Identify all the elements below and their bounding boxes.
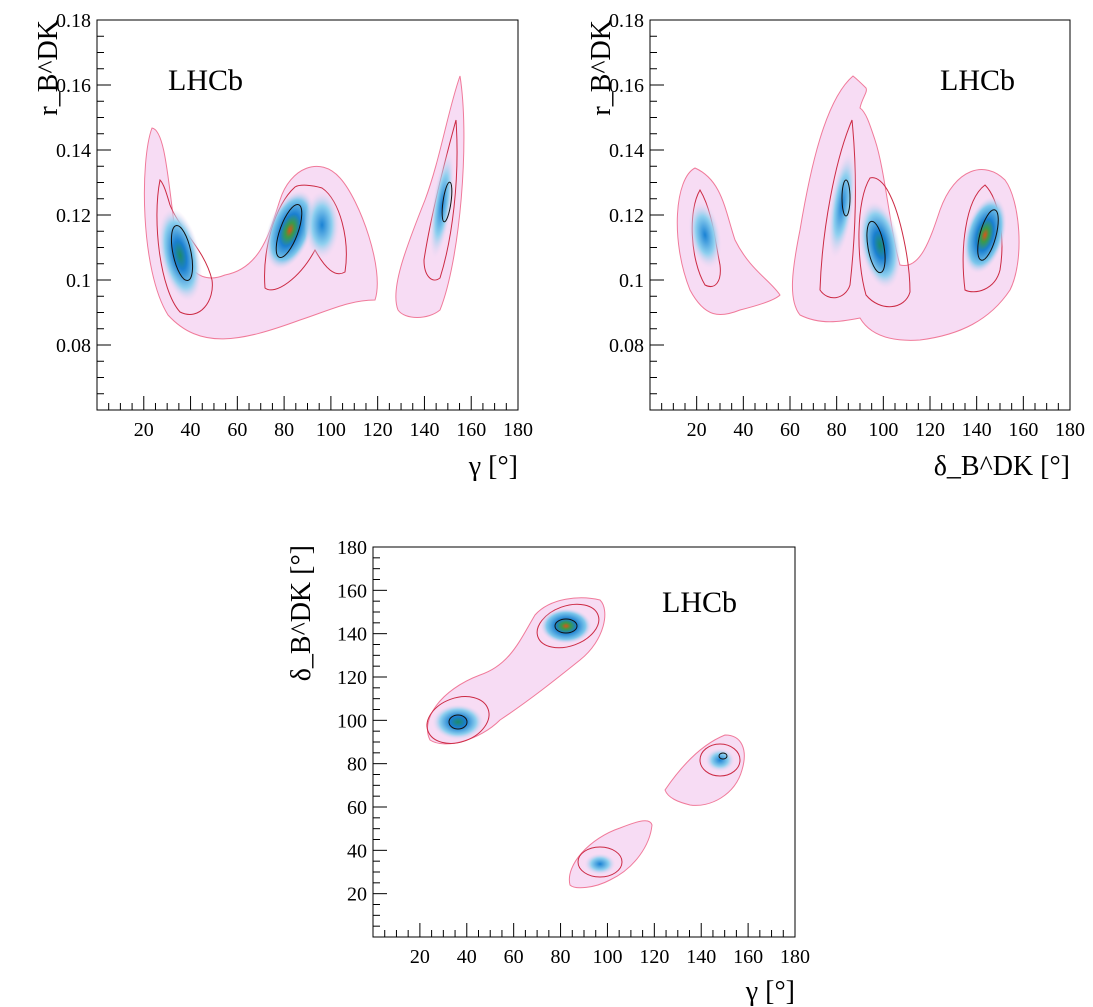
x-tick-label: 120: [363, 419, 393, 441]
y-axis-title: r_B^DK: [33, 20, 64, 116]
panel-deltab-vs-gamma: 20 40 60 80 100 120 140 160 180 20 40 60 80 100 120 140…: [286, 537, 810, 1007]
y-tick-label: 0.18: [609, 10, 644, 32]
y-tick-label: 0.1: [66, 270, 91, 292]
region-1sigma: [441, 181, 453, 223]
x-tick-label: 180: [780, 946, 810, 968]
y-tick-label: 0.12: [56, 205, 91, 227]
x-axis-title: γ [°]: [468, 451, 518, 482]
y-tick-label: 0.16: [609, 75, 644, 97]
region-2sigma-center-left: [819, 119, 856, 299]
x-axis-title: δ_B^DK [°]: [934, 451, 1070, 482]
density-peak: [688, 200, 722, 270]
x-tick-label: 80: [274, 419, 294, 441]
x-tick-label: 60: [780, 419, 800, 441]
y-tick-label: 0.1: [619, 270, 644, 292]
x-axis-title: γ [°]: [745, 976, 795, 1007]
x-tick-label: 160: [733, 946, 763, 968]
region-2sigma: [426, 696, 490, 744]
density-peak: [540, 608, 592, 644]
density-peak: [963, 196, 1007, 274]
region-2sigma: [536, 603, 600, 649]
x-tick-label: 100: [592, 946, 622, 968]
y-tick-label: 0.14: [56, 140, 91, 162]
region-1sigma: [170, 225, 194, 281]
x-tick-label: 120: [639, 946, 669, 968]
region-1sigma: [841, 179, 851, 217]
x-tick-label: 140: [686, 946, 716, 968]
region-1sigma: [977, 209, 999, 261]
x-tick-label: 160: [456, 419, 486, 441]
region-outer-contour-center: [792, 75, 1020, 341]
region-1sigma: [866, 220, 886, 274]
y-tick-label: 0.12: [609, 205, 644, 227]
axes: 20 40 60 80 100 120 140 160 180 0.08 0.1 0.12 0.14 0.…: [56, 10, 533, 441]
x-tick-label: 80: [827, 419, 847, 441]
region-2sigma: [699, 743, 741, 777]
y-tick-label: 0.14: [609, 140, 644, 162]
region-2sigma-middle: [264, 184, 347, 291]
x-tick-label: 100: [316, 419, 346, 441]
x-tick-label: 60: [504, 946, 524, 968]
experiment-label: LHCb: [168, 64, 243, 97]
y-tick-label: 0.18: [56, 10, 91, 32]
heatmap-area: [426, 597, 745, 889]
y-tick-label: 60: [347, 797, 367, 819]
density-peak: [705, 748, 735, 772]
x-tick-label: 40: [733, 419, 753, 441]
region-1sigma: [554, 618, 578, 634]
x-tick-label: 140: [409, 419, 439, 441]
y-tick-label: 0.08: [609, 335, 644, 357]
x-tick-label: 20: [410, 946, 430, 968]
density-peak: [158, 207, 202, 303]
density-peak: [264, 189, 316, 271]
region-2sigma-center-right: [858, 177, 911, 308]
y-tick-label: 120: [337, 667, 367, 689]
x-tick-label: 100: [868, 419, 898, 441]
region-1sigma: [718, 752, 728, 760]
x-tick-label: 140: [962, 419, 992, 441]
panel-rb-vs-deltab: 20 40 60 80 100 120 140 160 180 0.08 0.1 0.12 0.14 0.…: [586, 10, 1085, 482]
region-2sigma: [577, 846, 623, 878]
x-tick-label: 40: [457, 946, 477, 968]
y-axis-title: δ_B^DK [°]: [286, 545, 317, 681]
region-1sigma: [275, 204, 303, 258]
y-tick-label: 20: [347, 884, 367, 906]
x-tick-label: 20: [134, 419, 154, 441]
experiment-label: LHCb: [662, 586, 737, 619]
density-peak: [429, 150, 455, 260]
y-tick-label: 100: [337, 710, 367, 732]
density-peak: [432, 704, 484, 740]
x-tick-label: 120: [915, 419, 945, 441]
x-tick-label: 180: [1055, 419, 1085, 441]
region-outer-contour-right: [395, 75, 465, 318]
x-tick-label: 20: [687, 419, 707, 441]
region-2sigma-left: [156, 178, 213, 315]
panel-rb-vs-gamma: 20 40 60 80 100 120 140 160 180 0.08 0.1 0.12 0.14 0.…: [33, 10, 533, 482]
axes: 20 40 60 80 100 120 140 160 180 0.08 0.1 0.12 0.14 0.…: [609, 10, 1085, 441]
x-tick-label: 160: [1008, 419, 1038, 441]
y-tick-label: 0.16: [56, 75, 91, 97]
experiment-label: LHCb: [940, 64, 1015, 97]
heatmap-area: [143, 75, 465, 340]
y-axis-title: r_B^DK: [586, 20, 617, 116]
density-peak: [304, 190, 340, 260]
axes: 20 40 60 80 100 120 140 160 180 20 40 60 80 100 120 140…: [337, 537, 810, 968]
y-tick-label: 40: [347, 840, 367, 862]
x-tick-label: 180: [503, 419, 533, 441]
y-tick-label: 0.08: [56, 335, 91, 357]
x-tick-label: 40: [181, 419, 201, 441]
density-peak: [584, 853, 616, 875]
y-tick-label: 180: [337, 537, 367, 559]
region-1sigma: [448, 714, 468, 730]
y-tick-label: 160: [337, 580, 367, 602]
x-tick-label: 60: [227, 419, 247, 441]
y-tick-label: 80: [347, 754, 367, 776]
x-tick-label: 80: [551, 946, 571, 968]
heatmap-area: [676, 75, 1020, 341]
y-tick-label: 140: [337, 624, 367, 646]
